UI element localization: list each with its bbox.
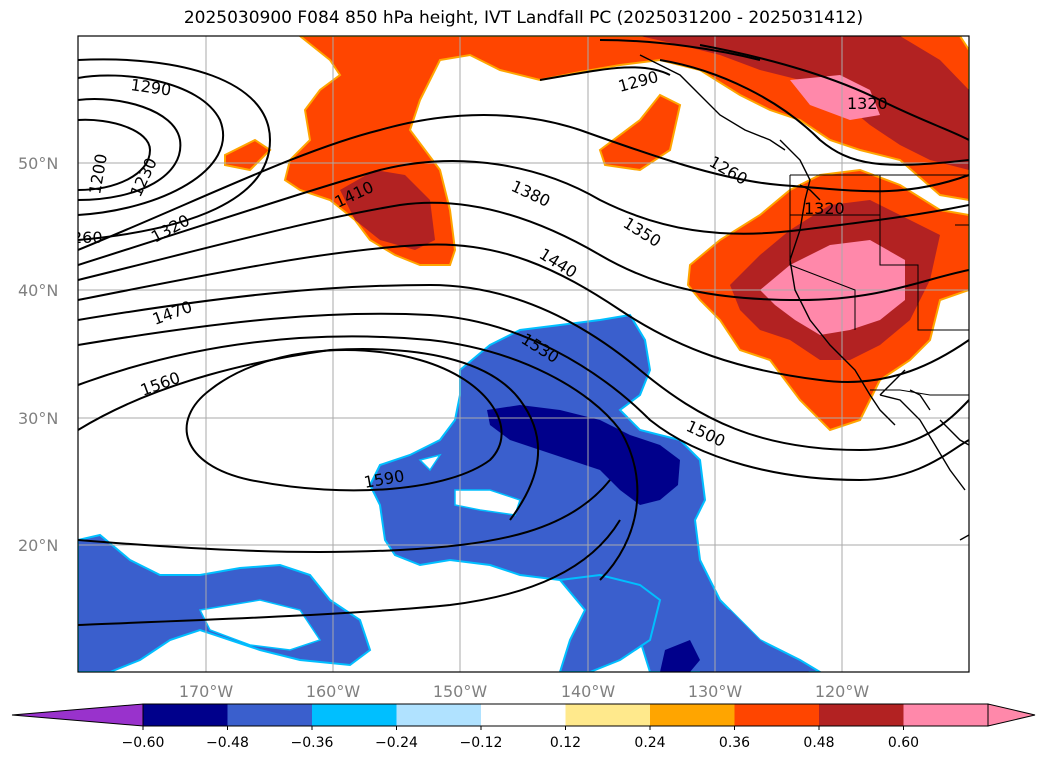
colorbar-segment xyxy=(481,704,566,726)
graticule xyxy=(78,36,969,672)
contour-label: 260 xyxy=(72,228,103,247)
colorbar-tick-label: −0.24 xyxy=(375,735,418,751)
colorbar-extend-high xyxy=(987,703,1036,727)
colorbar-segment xyxy=(312,704,397,726)
map-title: 2025030900 F084 850 hPa height, IVT Land… xyxy=(183,8,864,28)
colorbar-segment xyxy=(903,704,989,726)
latitude-labels: 50°N 40°N 30°N 20°N xyxy=(18,154,58,555)
colorbar-tick-label: 0.24 xyxy=(634,735,665,751)
boundaries xyxy=(789,174,969,396)
colorbar-ticks: −0.60 −0.48 −0.36 −0.24 −0.12 0.12 0.24 0.36 0.4… xyxy=(122,726,919,751)
colorbar-segment xyxy=(227,704,313,726)
colorbar-tick-label: −0.36 xyxy=(291,735,334,751)
longitude-labels: 170°W 160°W 150°W 140°W 130°W 120°W xyxy=(179,682,870,701)
lon-label: 120°W xyxy=(815,682,870,701)
lat-label: 20°N xyxy=(18,536,58,555)
colorbar-tick-label: −0.12 xyxy=(460,735,503,751)
colorbar xyxy=(11,703,1036,727)
colorbar-segment xyxy=(819,704,904,726)
lon-label: 170°W xyxy=(179,682,234,701)
lat-label: 40°N xyxy=(18,281,58,300)
lon-label: 150°W xyxy=(433,682,488,701)
colorbar-tick-label: 0.48 xyxy=(803,735,834,751)
colorbar-tick-label: −0.48 xyxy=(206,735,249,751)
colorbar-tick-label: 0.60 xyxy=(888,735,919,751)
negative-ivt-shading xyxy=(78,313,822,672)
lon-label: 160°W xyxy=(306,682,361,701)
lat-label: 30°N xyxy=(18,409,58,428)
colorbar-segment xyxy=(565,704,651,726)
contour-label: 1320 xyxy=(804,199,845,218)
coastlines xyxy=(639,54,969,541)
colorbar-segment xyxy=(650,704,735,726)
colorbar-tick-label: 0.36 xyxy=(719,735,750,751)
lat-label: 50°N xyxy=(18,154,58,173)
contour-label: 1320 xyxy=(847,94,888,113)
colorbar-segment xyxy=(143,704,228,726)
lon-label: 140°W xyxy=(561,682,616,701)
colorbar-tick-label: −0.60 xyxy=(122,735,165,751)
map-frame xyxy=(77,35,970,673)
colorbar-tick-label: 0.12 xyxy=(550,735,581,751)
colorbar-segment xyxy=(734,704,820,726)
colorbar-segment xyxy=(396,704,482,726)
lon-label: 130°W xyxy=(688,682,743,701)
colorbar-extend-low xyxy=(11,703,144,727)
height-contours xyxy=(78,39,969,626)
